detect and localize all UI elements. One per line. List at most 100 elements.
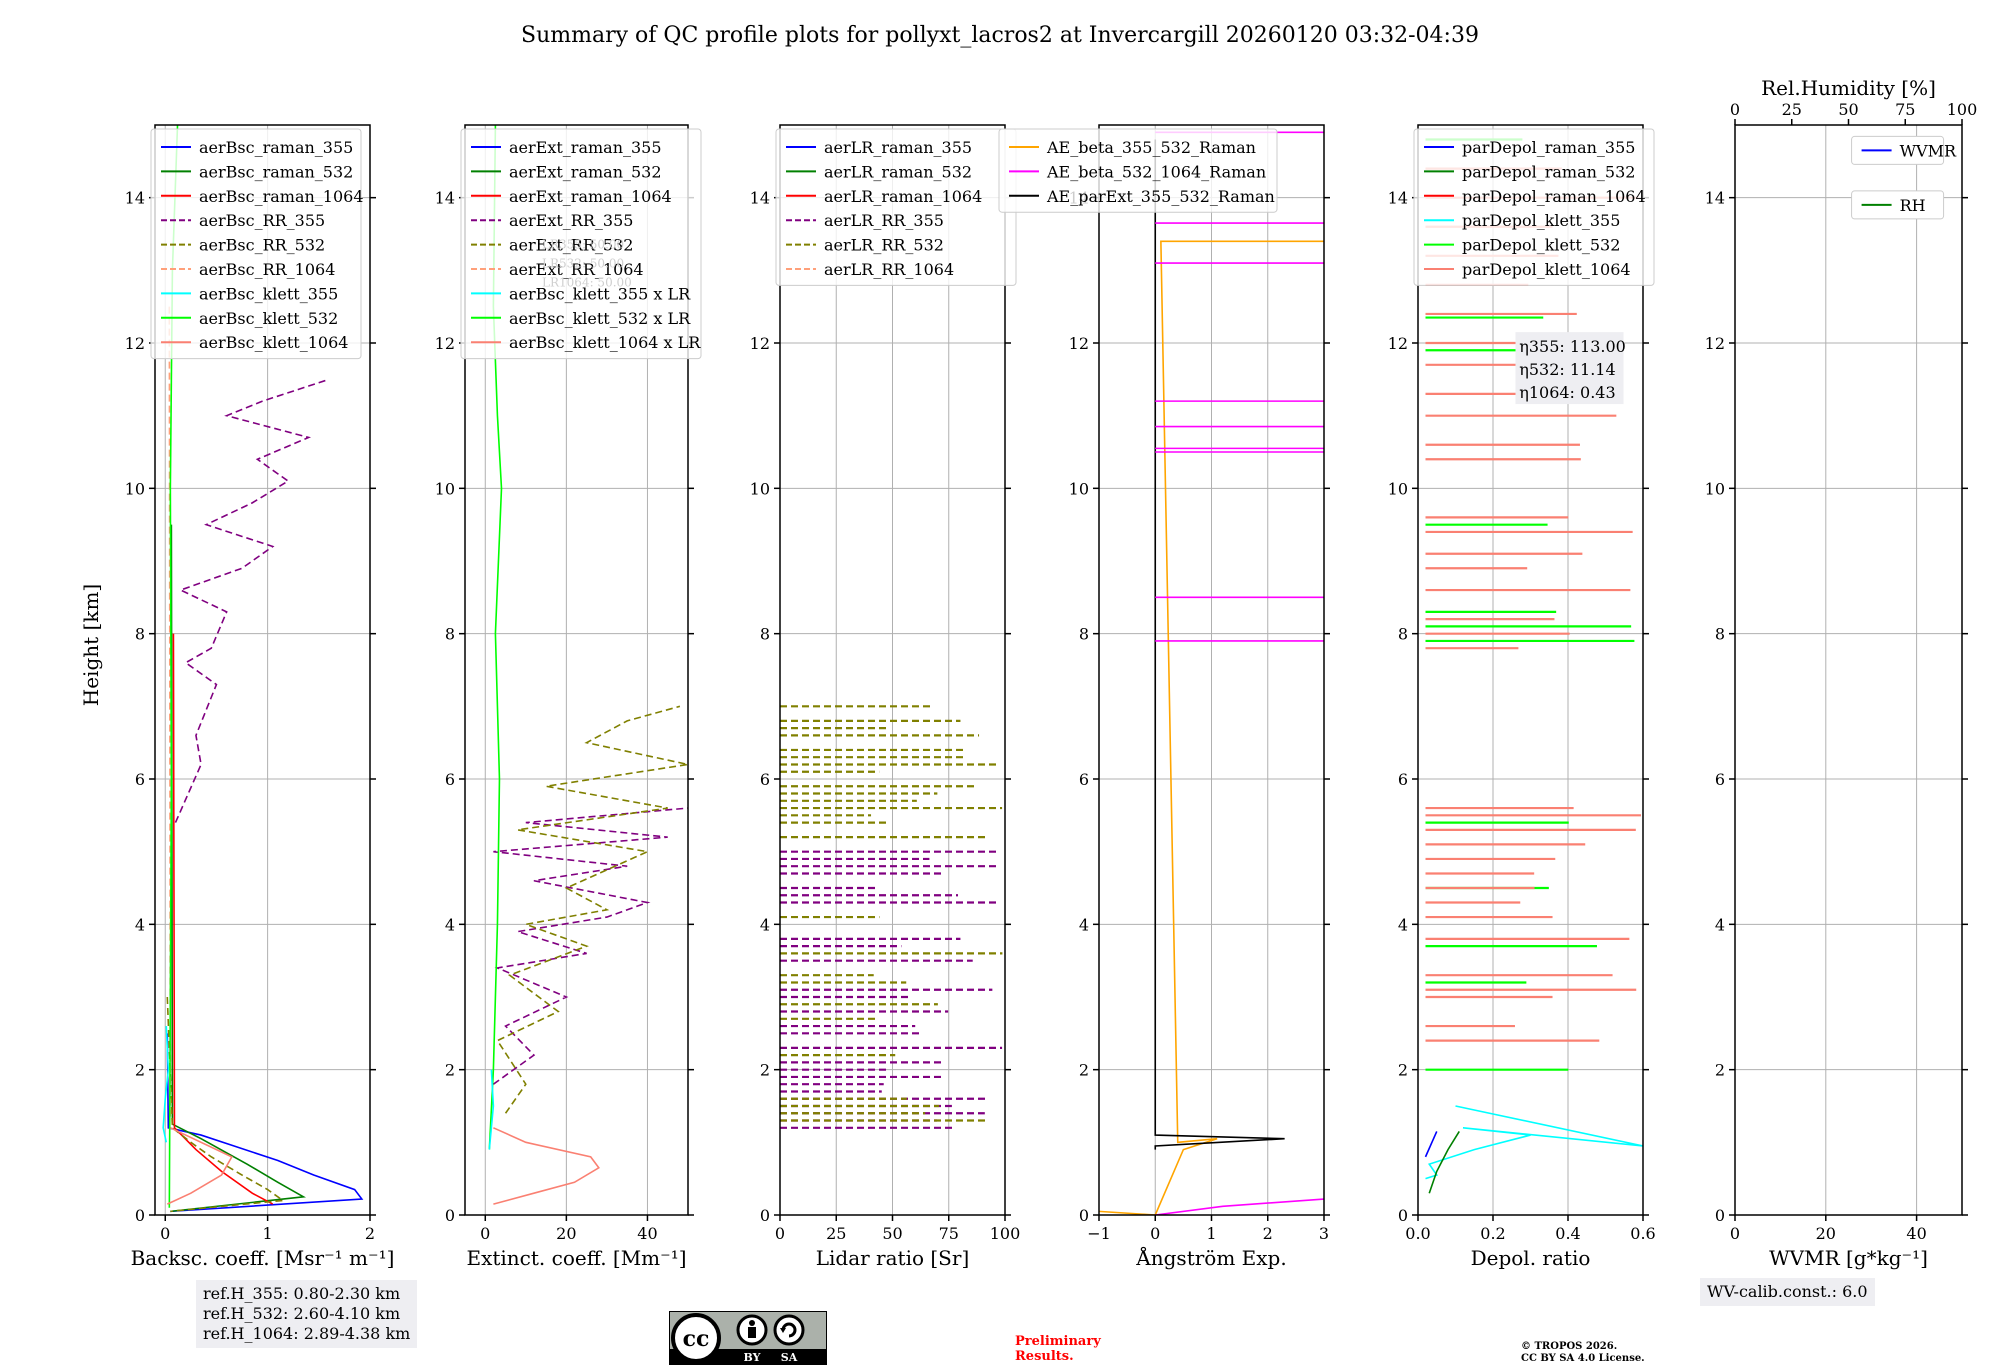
eta-label: η532: 11.14 (1519, 360, 1615, 379)
xtick-label: 100 (990, 1224, 1021, 1243)
legend-label: aerBsc_klett_355 (199, 284, 338, 303)
legend-label: aerExt_RR_532 (509, 236, 633, 255)
xtick-label: 20 (556, 1224, 576, 1243)
ytick-label: 0 (445, 1206, 455, 1225)
plot-area-backscatter (162, 125, 364, 1213)
xtick-label: 1 (1206, 1224, 1216, 1243)
by-label: BY (744, 1351, 761, 1364)
ytick-label: 6 (1079, 770, 1089, 789)
legend-extinction: aerExt_raman_355 aerExt_raman_532 aerExt_r… (460, 128, 702, 360)
ref-h-355: ref.H_355: 0.80-2.30 km (203, 1284, 401, 1303)
legend-lidar_ratio: aerLR_raman_355 aerLR_raman_532 aerLR_rama… (775, 128, 1017, 286)
legend-label: AE_beta_355_532_Raman (1046, 138, 1256, 157)
ytick-label: 0 (135, 1206, 145, 1225)
series-aerBsc_raman_355 (166, 1033, 364, 1213)
xtick-label: 20 (1816, 1224, 1836, 1243)
legend-box (1851, 190, 1945, 220)
series-aerBsc_RR_355 (174, 378, 330, 823)
series-aerBsc_klett_1064 x LR (493, 1127, 600, 1205)
ytick-label: 6 (1398, 770, 1408, 789)
legend-label: aerBsc_raman_532 (199, 162, 353, 181)
wv-calib-box: WV-calib.const.: 6.0 (1700, 1278, 1875, 1306)
ytick-label: 8 (1715, 625, 1725, 644)
panel-depol: 0 2 4 6 8 10 12 14 0.0 0.2 0.4 0.6 Depol. ratio parDe… (1388, 124, 1656, 1270)
xtick-label: 0.2 (1480, 1224, 1505, 1243)
series-aerBsc_klett_1064 (166, 1127, 233, 1205)
ytick-label: 14 (435, 189, 455, 208)
axes-frame (1417, 124, 1644, 1216)
xtick-label: 3 (1319, 1224, 1329, 1243)
ytick-label: 6 (1715, 770, 1725, 789)
ytick-label: 0 (1079, 1206, 1089, 1225)
xtick-top-label: 50 (1838, 100, 1858, 119)
x-axis-label: Depol. ratio (1471, 1246, 1591, 1270)
xtick-top-label: 25 (1782, 100, 1802, 119)
lr-annotation: LR355: 50.00 (542, 238, 624, 252)
ytick-label: 2 (135, 1061, 145, 1080)
legend-angstrom: AE_beta_355_532_Raman AE_beta_532_1064_Ra… (998, 128, 1278, 213)
axes-frame (154, 124, 371, 1216)
legend-box (460, 128, 702, 360)
ytick-label: 8 (445, 625, 455, 644)
plot-area-depol (1424, 138, 1643, 1194)
legend-label: aerLR_RR_355 (824, 211, 944, 230)
ytick-label: 12 (1388, 334, 1408, 353)
xtick-top-label: 0 (1730, 100, 1740, 119)
ytick-label: 12 (125, 334, 145, 353)
ytick-label: 4 (760, 915, 770, 934)
axes-frame (1734, 124, 1963, 1216)
legend-label: aerExt_raman_1064 (509, 187, 672, 206)
legend-label: aerExt_raman_355 (509, 138, 662, 157)
ytick-label: 4 (1715, 915, 1725, 934)
ytick-label: 12 (435, 334, 455, 353)
xtick-label: 2 (1263, 1224, 1273, 1243)
series-aerBsc_klett_355 x LR (488, 1069, 495, 1150)
xtick-label: 40 (1906, 1224, 1926, 1243)
legend-label: aerBsc_klett_355 x LR (509, 284, 691, 303)
ytick-label: 12 (1069, 334, 1089, 353)
legend-label: parDepol_raman_355 (1462, 138, 1635, 157)
ytick-label: 4 (445, 915, 455, 934)
ytick-label: 14 (125, 189, 145, 208)
cc-by-sa-logo: cc BY SA (669, 1311, 827, 1365)
ytick-label: 4 (1398, 915, 1408, 934)
xtick-label: 0 (775, 1224, 785, 1243)
x-axis-label: Ångström Exp. (1135, 1245, 1286, 1270)
legend-label: aerBsc_raman_1064 (199, 187, 364, 206)
legend-label: aerLR_raman_1064 (824, 187, 982, 206)
xtick-label: 0 (1150, 1224, 1160, 1243)
legend-label: parDepol_raman_532 (1462, 162, 1635, 181)
series-aerBsc_RR_532 (166, 996, 286, 1213)
xtick-label: 0.4 (1555, 1224, 1580, 1243)
secondary-x-axis-label: Rel.Humidity [%] (1761, 76, 1936, 100)
ytick-label: 2 (1715, 1061, 1725, 1080)
legend-label: aerExt_RR_1064 (509, 260, 644, 279)
legend-label: aerLR_RR_1064 (824, 260, 954, 279)
ytick-label: 10 (750, 479, 770, 498)
ytick-label: 4 (1079, 915, 1089, 934)
ytick-label: 8 (1079, 625, 1089, 644)
legend-label: aerBsc_klett_532 (199, 309, 338, 328)
ref-h-1064: ref.H_1064: 2.89-4.38 km (203, 1324, 411, 1343)
axes-frame (464, 124, 689, 1216)
legend-label: aerExt_RR_355 (509, 211, 633, 230)
legend-box (998, 128, 1278, 213)
series-AE_beta_355_532_Raman (1099, 240, 1324, 1215)
preliminary-line-2: Results. (1015, 1349, 1074, 1364)
sa-label: SA (781, 1351, 798, 1364)
ytick-label: 14 (750, 189, 770, 208)
ytick-label: 6 (135, 770, 145, 789)
legend-label: aerLR_RR_532 (824, 236, 944, 255)
xtick-label: −1 (1087, 1224, 1111, 1243)
ytick-label: 4 (135, 915, 145, 934)
xtick-label: 2 (365, 1224, 375, 1243)
xtick-label: 25 (826, 1224, 846, 1243)
ytick-label: 14 (1705, 189, 1725, 208)
ytick-label: 10 (1388, 479, 1408, 498)
series-aerExt_RR_532 (496, 705, 688, 1114)
legend-label: aerBsc_RR_355 (199, 211, 325, 230)
ytick-label: 2 (760, 1061, 770, 1080)
legend-label: WVMR (1900, 141, 1957, 160)
